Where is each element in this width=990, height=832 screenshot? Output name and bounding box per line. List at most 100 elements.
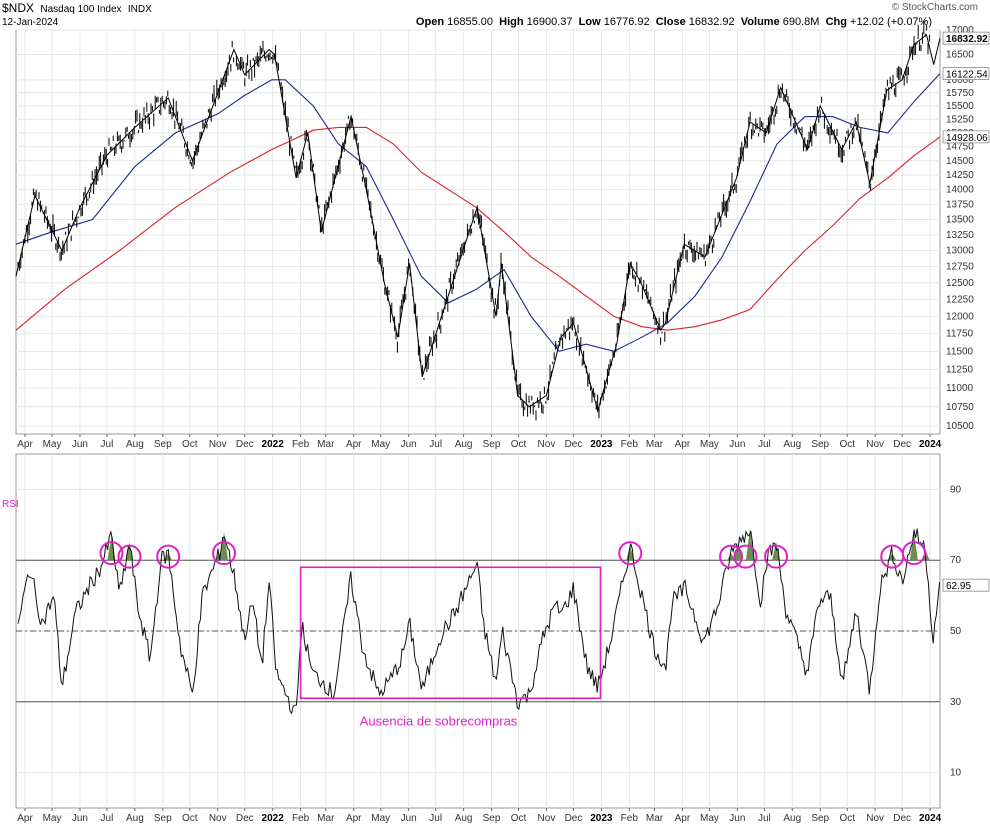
rsi-x-label: Jul	[758, 813, 771, 824]
price-y-tick-label: 10500	[946, 421, 974, 432]
close-value: 16832.92	[688, 16, 735, 28]
price-y-tick-label: 16000	[946, 75, 974, 86]
price-x-label: 2024	[919, 439, 942, 450]
overbought-circle	[117, 544, 142, 569]
rsi-x-label: Oct	[511, 813, 527, 824]
no-overbought-rectangle	[299, 566, 602, 700]
rsi-x-label: Sep	[811, 813, 829, 824]
symbol-title: $NDX Nasdaq 100 Index INDX	[2, 2, 152, 16]
overbought-circle	[618, 541, 643, 566]
rsi-x-label: Nov	[209, 813, 227, 824]
price-x-label: Jun	[401, 439, 417, 450]
price-x-label: May	[700, 439, 719, 450]
price-x-label: Nov	[866, 439, 884, 450]
rsi-x-label: Feb	[621, 813, 639, 824]
price-y-tick-label: 14500	[946, 156, 974, 167]
rsi-annotations: Ausencia de sobrecompras	[99, 541, 926, 728]
price-x-label: Oct	[182, 439, 198, 450]
price-x-label: Sep	[483, 439, 501, 450]
ma200-tag-label: 14928.06	[946, 133, 988, 144]
overbought-circle	[901, 541, 926, 566]
rsi-x-label: 2022	[262, 813, 285, 824]
rsi-panel: 90 70 50 30 10 Apr May Jun Jul Aug Sep Oct Nov Dec 202…	[2, 453, 990, 824]
brand-watermark: © StockCharts.com	[891, 2, 978, 13]
price-x-label: Apr	[675, 439, 691, 450]
ma50-tag-box	[942, 67, 990, 80]
price-x-label: Mar	[646, 439, 664, 450]
overbought-circle	[719, 544, 744, 569]
price-x-label: Oct	[511, 439, 527, 450]
symbol: $NDX	[2, 1, 35, 15]
volume-label: Volume	[740, 16, 780, 28]
volume-value: 690.8M	[782, 16, 820, 28]
price-x-axis: Apr May Jun Jul Aug Sep Oct Nov Dec 2022 Feb Mar Apr…	[17, 439, 941, 450]
rsi-x-label: Dec	[893, 813, 911, 824]
rsi-tag: 62.95	[942, 578, 990, 592]
ma50-line	[15, 73, 941, 352]
high-value: 16900.37	[526, 16, 573, 28]
rsi-x-label: Aug	[126, 813, 144, 824]
price-x-label: Jul	[101, 439, 114, 450]
rsi-x-label: Jun	[729, 813, 745, 824]
price-x-label: Aug	[783, 439, 801, 450]
price-y-tick-label: 16500	[946, 50, 974, 61]
rsi-x-label: May	[700, 813, 719, 824]
rsi-x-label: Sep	[483, 813, 501, 824]
price-x-label: May	[43, 439, 62, 450]
price-x-label: Dec	[565, 439, 583, 450]
rsi-x-label: Jun	[72, 813, 88, 824]
overbought-circle	[764, 544, 789, 569]
price-y-tick-label: 14000	[946, 185, 974, 196]
ma200-tag: 14928.06	[942, 130, 990, 144]
open-value: 16855.00	[447, 16, 493, 28]
rsi-label: RSI	[2, 499, 19, 510]
rsi-x-label: May	[371, 813, 390, 824]
price-x-label: Feb	[292, 439, 310, 450]
price-x-label: Jul	[429, 439, 442, 450]
close-tag-label: 16832.92	[946, 34, 988, 45]
price-x-label: Oct	[839, 439, 855, 450]
rsi-y-tick-label: 10	[950, 768, 962, 779]
rsi-x-label: Apr	[675, 813, 691, 824]
rsi-x-label: Jun	[401, 813, 417, 824]
price-x-label: Dec	[236, 439, 254, 450]
rsi-x-label: Dec	[236, 813, 254, 824]
chg-label: Chg	[825, 16, 847, 28]
price-y-tick-label: 15500	[946, 101, 974, 112]
low-value: 16776.92	[603, 16, 650, 28]
price-y-tick-label: 13000	[946, 246, 974, 257]
exchange: INDX	[127, 4, 152, 15]
rsi-tag-label: 62.95	[946, 581, 971, 592]
rsi-x-label: Apr	[17, 813, 33, 824]
open-label: Open	[415, 16, 445, 28]
overbought-circle	[212, 541, 237, 566]
price-x-label: Feb	[621, 439, 639, 450]
rsi-y-tick-label: 50	[950, 626, 962, 637]
ma200-tag-box	[942, 130, 990, 144]
price-x-label: Aug	[455, 439, 473, 450]
price-x-label: May	[371, 439, 390, 450]
price-y-tick-label: 11250	[946, 364, 974, 375]
high-label: High	[499, 16, 524, 28]
rsi-x-label: Aug	[783, 813, 801, 824]
rsi-x-label: Jul	[429, 813, 442, 824]
rsi-x-label: 2024	[919, 813, 942, 824]
rsi-y-tick-label: 70	[950, 555, 962, 566]
rsi-x-label: Mar	[646, 813, 664, 824]
price-x-label: Jun	[729, 439, 745, 450]
rsi-x-label: Nov	[866, 813, 884, 824]
rsi-x-label: Apr	[346, 813, 362, 824]
rsi-y-tick-label: 90	[950, 484, 962, 495]
price-y-tick-label: 13750	[946, 199, 974, 210]
price-line	[15, 34, 941, 413]
price-y-tick-label: 10750	[946, 402, 974, 413]
rsi-x-label: Dec	[565, 813, 583, 824]
index-name: Nasdaq 100 Index	[40, 4, 122, 15]
rsi-tag-box	[942, 578, 990, 592]
price-bars	[17, 20, 930, 421]
ohlc-readout: Open 16855.00 High 16900.37 Low 16776.92…	[416, 16, 932, 28]
price-y-tick-label: 14750	[946, 142, 974, 153]
price-y-tick-label: 13500	[946, 215, 974, 226]
price-y-tick-label: 15750	[946, 88, 974, 99]
